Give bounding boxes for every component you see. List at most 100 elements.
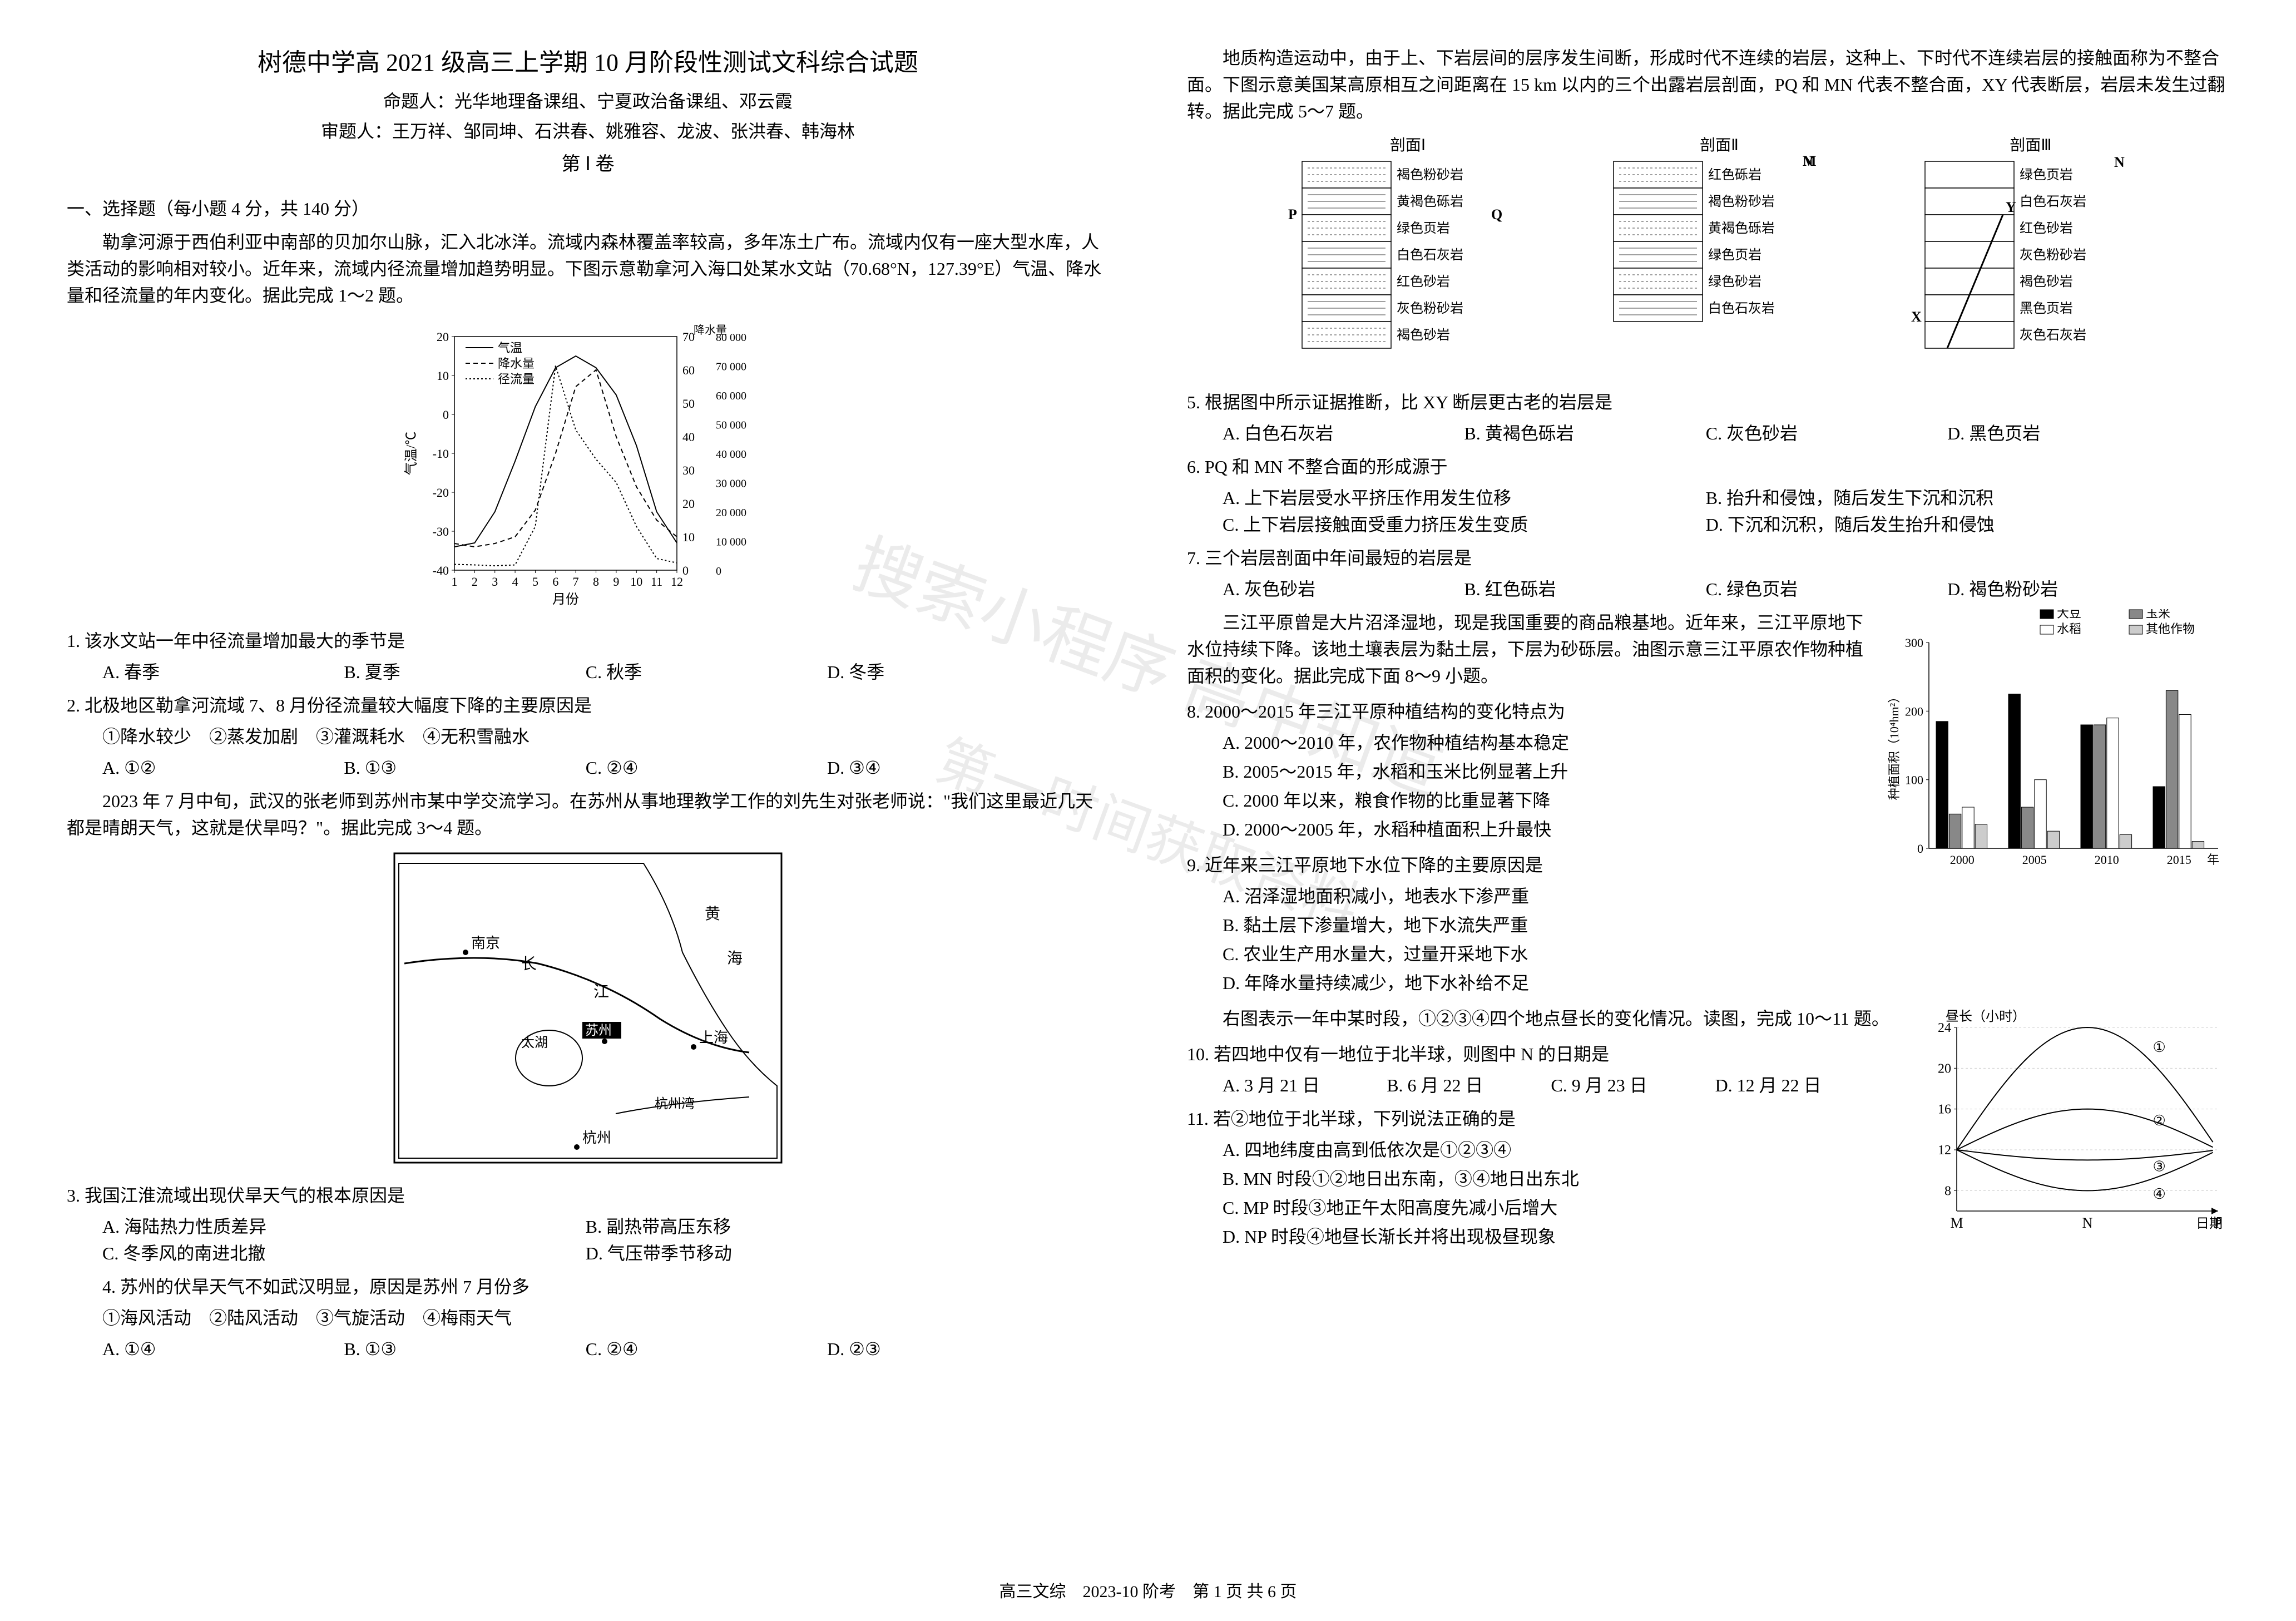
q9-opt-a: A. 沼泽湿地面积减小，地表水下渗严重 [1223,883,1873,910]
stratigraphy-svg: 剖面Ⅰ剖面Ⅱ剖面Ⅲ褐色粉砂岩黄褐色砾岩绿色页岩白色石灰岩红色砂岩灰色粉砂岩褐色砂… [1235,134,2181,373]
svg-text:10: 10 [630,575,642,589]
main-title: 树德中学高 2021 级高三上学期 10 月阶段性测试文科综合试题 [67,45,1109,81]
svg-text:Q: Q [1491,206,1502,223]
q9-options: A. 沼泽湿地面积减小，地表水下渗严重 B. 黏土层下渗量增大，地下水流失严重 … [1187,883,1873,999]
q7-text: 7. 三个岩层剖面中年间最短的岩层是 [1187,545,2229,571]
svg-text:70 000: 70 000 [716,361,746,373]
svg-text:上海: 上海 [699,1030,728,1046]
q4-options: A. ①④ B. ①③ C. ②④ D. ②③ [102,1336,1109,1362]
svg-text:-10: -10 [433,447,449,461]
q3-opt-d: D. 气压带季节移动 [586,1240,1069,1267]
svg-text:①: ① [2153,1039,2166,1055]
q11-opt-b: B. MN 时段①②地日出东南，③④地日出东北 [1223,1165,1907,1192]
q4-opt-a: A. ①④ [102,1336,344,1362]
q1-opt-b: B. 夏季 [344,659,585,685]
svg-text:100: 100 [1905,773,1923,787]
q8-opt-d: D. 2000～2005 年，水稻种植面积上升最快 [1223,816,1873,843]
svg-text:-40: -40 [433,564,449,577]
svg-text:褐色砂岩: 褐色砂岩 [2020,274,2073,289]
svg-text:11: 11 [651,575,662,589]
passage-1: 勒拿河源于西伯利亚中南部的贝加尔山脉，汇入北冰洋。流域内森林覆盖率较高，多年冻土… [67,229,1109,309]
q5-opt-c: C. 灰色砂岩 [1706,420,1947,447]
svg-text:②: ② [2153,1113,2166,1129]
svg-text:④: ④ [2153,1186,2166,1202]
q11-opt-c: C. MP 时段③地正午太阳高度先减小后增大 [1223,1194,1907,1221]
q3-opt-c: C. 冬季风的南进北撤 [102,1240,586,1267]
q10-opt-b: B. 6 月 22 日 [1387,1072,1551,1099]
svg-text:黄: 黄 [705,905,720,923]
svg-text:太湖: 太湖 [521,1035,548,1050]
q8-q9-block: 01002003002000200520102015年种植面积（10⁴hm²）大… [1187,609,2229,1005]
svg-text:0: 0 [682,564,689,577]
svg-text:绿色页岩: 绿色页岩 [1708,248,1761,263]
svg-text:20 000: 20 000 [716,507,746,519]
svg-text:2010: 2010 [2095,853,2119,867]
page-footer: 高三文综 2023-10 阶考 第 1 页 共 6 页 [0,1579,2296,1604]
q4-opt-c: C. ②④ [586,1336,827,1362]
svg-text:白色石灰岩: 白色石灰岩 [1708,301,1775,316]
svg-text:20: 20 [682,497,695,511]
q3-opt-a: A. 海陆热力性质差异 [102,1213,586,1240]
svg-text:4: 4 [512,575,518,589]
svg-text:60 000: 60 000 [716,390,746,402]
svg-text:5: 5 [532,575,538,589]
svg-text:绿色页岩: 绿色页岩 [2020,167,2073,182]
svg-text:Y: Y [2006,199,2016,215]
svg-text:2000: 2000 [1950,853,1975,867]
q1-opt-d: D. 冬季 [827,659,1068,685]
svg-text:70: 70 [682,330,695,344]
svg-text:20: 20 [1938,1061,1951,1076]
svg-text:南京: 南京 [471,935,500,951]
svg-text:40: 40 [682,430,695,444]
q2-options: A. ①② B. ①③ C. ②④ D. ③④ [67,754,1109,781]
climate-chart: -40-30-20-1001020010203040506070010 0002… [67,320,1109,616]
svg-text:大豆: 大豆 [2057,609,2081,620]
svg-text:10 000: 10 000 [716,536,746,548]
svg-text:黑色页岩: 黑色页岩 [2020,301,2073,316]
svg-text:30: 30 [682,463,695,477]
svg-text:-20: -20 [433,486,449,500]
svg-text:16: 16 [1938,1103,1951,1117]
q6-opt-c: C. 上下岩层接触面受重力挤压发生变质 [1223,511,1706,538]
authors-line: 命题人：光华地理备课组、宁夏政治备课组、邓云霞 [67,88,1109,115]
svg-text:剖面Ⅲ: 剖面Ⅲ [2010,136,2051,154]
q2-opt-d: D. ③④ [827,754,1068,781]
question-1: 1. 该水文站一年中径流量增加最大的季节是 A. 春季 B. 夏季 C. 秋季 … [67,627,1109,685]
reviewers-line: 审题人：王万祥、邹同坤、石洪春、姚雅容、龙波、张洪春、韩海林 [67,118,1109,145]
svg-text:2015: 2015 [2167,853,2191,867]
q2-text: 2. 北极地区勒拿河流域 7、8 月份径流量较大幅度下降的主要原因是 [67,692,1109,719]
svg-text:气温/℃: 气温/℃ [404,432,419,476]
svg-text:6: 6 [552,575,558,589]
svg-text:绿色砂岩: 绿色砂岩 [1708,274,1761,289]
q11-opt-d: D. NP 时段④地昼长渐长并将出现极昼现象 [1223,1223,1907,1250]
q6-opt-b: B. 抬升和侵蚀，随后发生下沉和沉积 [1706,485,2189,511]
q8-options: A. 2000～2010 年，农作物种植结构基本稳定 B. 2005～2015 … [1187,729,1873,845]
q9-opt-c: C. 农业生产用水量大，过量开采地下水 [1223,941,1873,967]
q10-opt-a: A. 3 月 21 日 [1223,1072,1387,1099]
left-column: 树德中学高 2021 级高三上学期 10 月阶段性测试文科综合试题 命题人：光华… [67,45,1109,1369]
svg-text:月份: 月份 [552,592,579,607]
svg-text:N: N [2082,1215,2093,1231]
svg-text:褐色粉砂岩: 褐色粉砂岩 [1708,194,1775,209]
q6-options: A. 上下岩层受水平挤压作用发生位移 B. 抬升和侵蚀，随后发生下沉和沉积 C.… [1187,485,2229,538]
q5-opt-d: D. 黑色页岩 [1947,420,2189,447]
svg-text:2005: 2005 [2022,853,2047,867]
question-4: 4. 苏州的伏旱天气不如武汉明显，原因是苏州 7 月份多 ①海风活动 ②陆风活动… [67,1273,1109,1362]
svg-text:灰色粉砂岩: 灰色粉砂岩 [2020,248,2086,263]
svg-text:气温: 气温 [498,341,522,355]
svg-text:红色砾岩: 红色砾岩 [1708,167,1761,182]
title-block: 树德中学高 2021 级高三上学期 10 月阶段性测试文科综合试题 命题人：光华… [67,45,1109,179]
svg-text:杭州湾: 杭州湾 [655,1096,695,1111]
q7-opt-b: B. 红色砾岩 [1464,576,1705,602]
climate-chart-svg: -40-30-20-1001020010203040506070010 0002… [399,320,777,609]
svg-text:P: P [1288,206,1297,223]
svg-text:30 000: 30 000 [716,478,746,490]
q2-opt-b: B. ①③ [344,754,585,781]
svg-text:红色砂岩: 红色砂岩 [2020,221,2073,236]
bar-chart-container: 01002003002000200520102015年种植面积（10⁴hm²）大… [1884,609,2229,883]
svg-text:12: 12 [1938,1143,1951,1158]
svg-text:江: 江 [593,983,609,1001]
q7-opt-a: A. 灰色砂岩 [1223,576,1464,602]
svg-text:12: 12 [671,575,683,589]
volume-label: 第 Ⅰ 卷 [67,150,1109,179]
